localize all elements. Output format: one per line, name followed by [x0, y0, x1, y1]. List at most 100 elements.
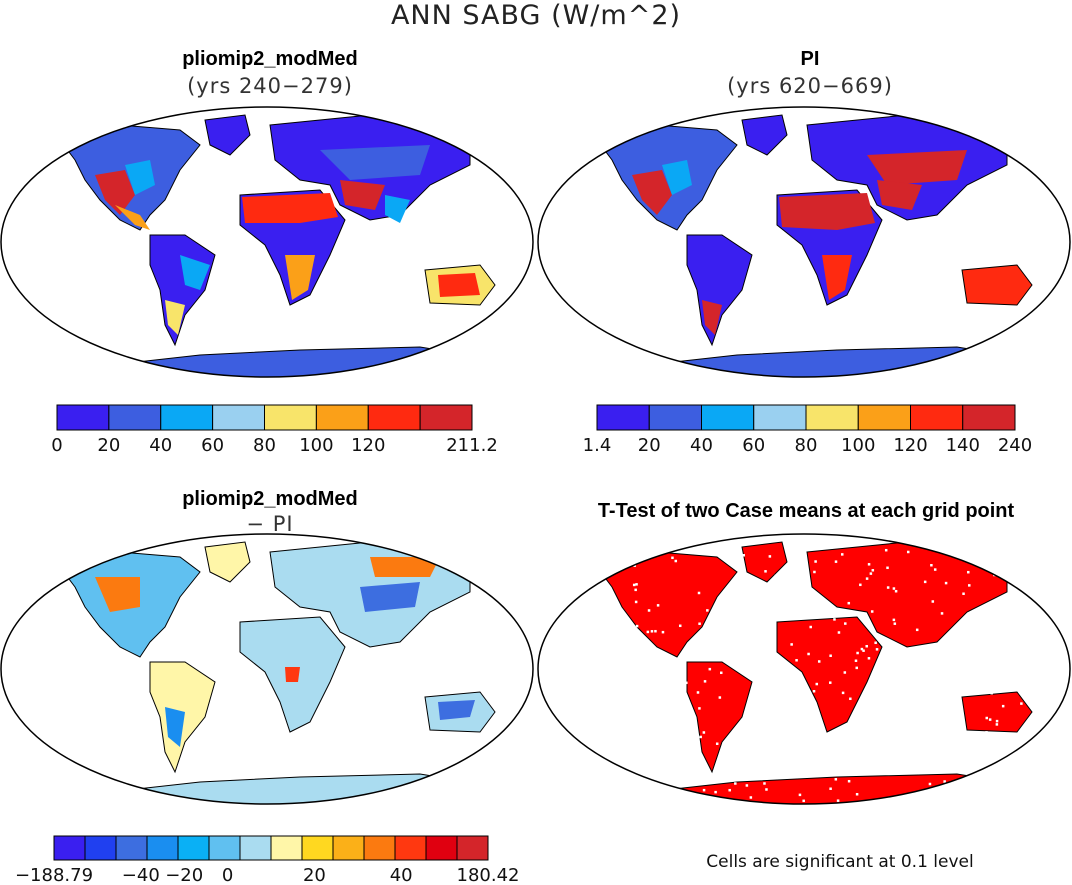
region-asia-cool: [360, 582, 420, 612]
continent-north-america: [596, 551, 738, 658]
colorbar-swatch: [367, 404, 421, 431]
continent-australia: [961, 691, 1033, 733]
colorbar-swatch: [910, 404, 964, 431]
panel-subtitle-pi: (yrs 620−669): [727, 74, 893, 98]
region-central-asia: [320, 145, 430, 180]
colorbar-tick-label: 120: [893, 435, 927, 456]
colorbar-swatch: [56, 404, 110, 431]
colorbar-tick-label: 40: [149, 435, 172, 456]
continent-greenland: [741, 541, 788, 583]
region-india: [385, 195, 410, 223]
region-na-plains: [125, 160, 155, 195]
colorbar-tick-label: 100: [841, 435, 875, 456]
continent-greenland: [204, 541, 251, 583]
colorbar-swatch: [596, 404, 650, 431]
colorbar-pi: 1.4 20 40 60 80 100 120 140 240: [583, 404, 1032, 456]
colorbar-swatch: [419, 404, 473, 431]
colorbar-swatch: [53, 835, 86, 861]
region-arabia: [340, 180, 385, 210]
colorbar-tick-label: −40: [122, 865, 160, 885]
colorbar-tick-label: −188.79: [15, 865, 93, 885]
panel-title-modmed: pliomip2_modMed: [182, 48, 358, 70]
colorbar-tick-label: 180.42: [457, 865, 520, 885]
colorbar-swatch: [84, 835, 117, 861]
region-asia-warm: [370, 557, 440, 577]
colorbar-tick-label: 211.2: [446, 435, 498, 456]
colorbar-tick-label: 20: [638, 435, 661, 456]
map-boundary: [537, 533, 1071, 805]
region-sa-south: [702, 300, 722, 335]
colorbar-tick-label: 80: [253, 435, 276, 456]
map-modmed: [0, 106, 534, 378]
continent-australia: [961, 264, 1033, 306]
continent-south-america: [686, 234, 753, 347]
colorbar-swatch: [857, 404, 911, 431]
map-ttest: [537, 533, 1071, 805]
colorbar-tick-label: 0: [51, 435, 62, 456]
continent-greenland: [204, 114, 251, 156]
colorbar-tick-label: 60: [742, 435, 765, 456]
colorbar-swatch: [425, 835, 458, 861]
colorbar-swatch: [108, 404, 162, 431]
continent-antarctica: [646, 346, 1038, 377]
region-southern-africa: [822, 255, 852, 300]
continent-antarctica: [109, 773, 501, 804]
colorbar-swatch: [177, 835, 210, 861]
colorbar-tick-label: 240: [998, 435, 1032, 456]
significance-note: Cells are significant at 0.1 level: [706, 852, 974, 872]
region-arabia: [877, 180, 922, 210]
region-southern-africa: [285, 255, 315, 300]
colorbar-tick-label: 0: [222, 865, 233, 885]
region-mexico: [115, 205, 150, 230]
panel-title-ttest: T-Test of two Case means at each grid po…: [597, 500, 1015, 522]
colorbar-tick-label: 80: [795, 435, 818, 456]
colorbar-swatch: [962, 404, 1016, 431]
region-australia-cool: [438, 700, 475, 720]
colorbar-swatch: [239, 835, 272, 861]
colorbar-swatch: [363, 835, 396, 861]
colorbar-tick-label: 140: [946, 435, 980, 456]
colorbar-tick-label: −20: [165, 865, 203, 885]
map-pi: [537, 106, 1071, 378]
colorbar-modmed: 0 20 40 60 80 100 120 211.2: [51, 404, 498, 456]
colorbar-swatch: [701, 404, 755, 431]
colorbar-swatch: [212, 404, 265, 431]
region-africa-central: [285, 667, 300, 682]
colorbar-tick-label: 20: [97, 435, 120, 456]
colorbar-swatch: [208, 835, 241, 861]
map-boundary: [537, 106, 1071, 378]
colorbar-swatch: [332, 835, 365, 861]
continent-antarctica: [646, 773, 1038, 804]
region-sa-blue: [165, 707, 185, 747]
panel-subtitle-diff: − PI: [246, 512, 294, 536]
colorbar-tick-label: 40: [690, 435, 713, 456]
map-boundary: [0, 533, 534, 805]
colorbar-swatch: [264, 404, 317, 431]
region-na-southwest: [95, 170, 135, 215]
continent-south-america: [149, 234, 216, 347]
region-sa-south: [165, 300, 185, 335]
colorbar-swatch: [301, 835, 334, 861]
colorbar-swatch: [270, 835, 303, 861]
continent-africa: [776, 616, 883, 733]
colorbar-swatch: [315, 404, 369, 431]
map-boundary: [0, 106, 534, 378]
region-sahara: [779, 193, 875, 230]
region-sahara: [242, 193, 338, 223]
region-na-southwest: [632, 170, 672, 215]
panel-title-diff: pliomip2_modMed: [182, 488, 358, 510]
colorbar-swatch: [456, 835, 489, 861]
map-diff: [0, 533, 534, 805]
figure-title: ANN SABG (W/m^2): [390, 0, 682, 31]
colorbar-swatch: [394, 835, 427, 861]
continent-south-america: [686, 661, 753, 774]
region-na-warm: [95, 577, 140, 612]
colorbar-swatch: [805, 404, 859, 431]
colorbar-tick-label: 20: [303, 865, 326, 885]
region-australia-interior: [438, 273, 480, 297]
region-na-plains: [662, 160, 692, 195]
colorbar-swatch: [146, 835, 179, 861]
colorbar-swatch: [160, 404, 214, 431]
region-sa-east: [180, 255, 210, 290]
colorbar-swatch: [648, 404, 702, 431]
